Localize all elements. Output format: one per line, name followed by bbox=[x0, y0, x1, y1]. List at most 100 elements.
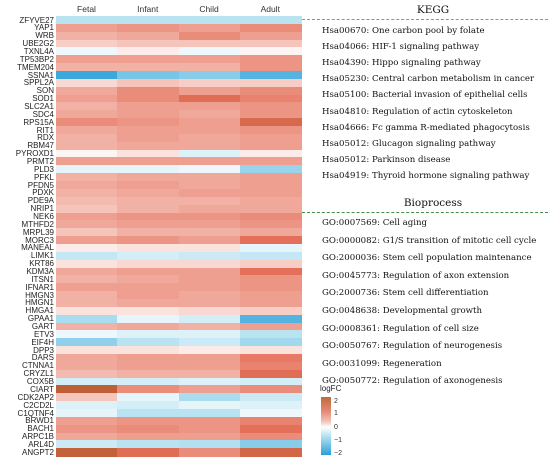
heatmap-cell bbox=[239, 283, 302, 292]
heatmap-cell bbox=[178, 330, 241, 339]
heatmap-cell bbox=[56, 196, 118, 206]
heatmap-cell bbox=[178, 377, 241, 386]
legend-tick: 1 bbox=[334, 410, 338, 417]
gene-label: SOD1 bbox=[32, 94, 54, 104]
kegg-divider bbox=[302, 19, 548, 20]
kegg-term: Hsa00670: One carbon pool by folate bbox=[322, 26, 485, 36]
heatmap-cell bbox=[56, 401, 118, 410]
heatmap-cell bbox=[178, 291, 241, 300]
gene-label: PDE9A bbox=[27, 196, 54, 206]
heatmap-cell bbox=[178, 298, 241, 308]
heatmap-cell bbox=[117, 440, 179, 449]
kegg-term: Hsa04066: HIF-1 signaling pathway bbox=[322, 42, 480, 53]
heatmap-cell bbox=[178, 141, 241, 150]
heatmap-cell bbox=[117, 141, 179, 150]
bioprocess-term: GO:0008361: Regulation of cell size bbox=[322, 323, 479, 334]
heatmap-cell bbox=[56, 23, 118, 33]
heatmap-cell bbox=[56, 353, 118, 363]
heatmap-cell bbox=[178, 440, 241, 449]
heatmap-cell bbox=[178, 118, 241, 127]
heatmap-cell bbox=[117, 409, 179, 418]
bioprocess-divider bbox=[302, 212, 548, 213]
heatmap-cell bbox=[178, 181, 241, 190]
heatmap-cell bbox=[56, 432, 118, 441]
heatmap-cell bbox=[56, 369, 118, 378]
gene-label: C1QTNF4 bbox=[17, 408, 54, 418]
legend-tick: 2 bbox=[334, 398, 338, 405]
gene-label: PFKL bbox=[33, 172, 54, 182]
heatmap-cell bbox=[56, 204, 118, 213]
gene-label: KDM3A bbox=[26, 267, 54, 277]
column-header: Adult bbox=[260, 4, 280, 14]
legend-tick: 0 bbox=[334, 424, 338, 431]
gene-label: ITSN1 bbox=[31, 274, 54, 284]
heatmap-cell bbox=[178, 385, 241, 394]
gene-label: SPPL2A bbox=[23, 78, 54, 88]
heatmap-cell bbox=[56, 63, 118, 72]
heatmap-cell bbox=[117, 416, 179, 426]
gene-label: SDC4 bbox=[32, 109, 54, 119]
heatmap-cell bbox=[56, 330, 118, 339]
heatmap-cell bbox=[56, 236, 118, 245]
heatmap-cell bbox=[117, 102, 179, 111]
gene-label: GART bbox=[31, 322, 54, 332]
gene-label: SON bbox=[36, 86, 54, 96]
heatmap-cell bbox=[239, 322, 302, 331]
heatmap-cell bbox=[178, 102, 241, 111]
heatmap-cell bbox=[239, 346, 302, 355]
heatmap-cell bbox=[178, 173, 241, 182]
heatmap-cell bbox=[178, 78, 241, 88]
heatmap-cell bbox=[239, 31, 302, 40]
gene-label: CRYZL1 bbox=[23, 369, 54, 379]
heatmap-cell bbox=[56, 165, 118, 174]
kegg-title: KEGG bbox=[416, 4, 450, 16]
heatmap-cell bbox=[178, 283, 241, 292]
heatmap-cell bbox=[239, 353, 302, 363]
heatmap-cell bbox=[117, 291, 179, 300]
bioprocess-term: GO:0050767: Regulation of neurogenesis bbox=[322, 341, 503, 352]
heatmap-cell bbox=[56, 251, 118, 261]
heatmap-cell bbox=[178, 55, 241, 64]
heatmap-cell bbox=[239, 94, 302, 103]
heatmap-cell bbox=[56, 314, 118, 323]
heatmap-cell bbox=[117, 251, 179, 261]
gene-label: MANEAL bbox=[21, 243, 54, 253]
heatmap-cell bbox=[178, 338, 241, 347]
heatmap-cell bbox=[239, 149, 302, 158]
heatmap-cell bbox=[178, 409, 241, 418]
gene-label: RDX bbox=[37, 133, 54, 143]
heatmap-cell bbox=[239, 338, 302, 347]
heatmap-cell bbox=[56, 141, 118, 150]
heatmap-cell bbox=[178, 228, 241, 237]
heatmap-cell bbox=[239, 55, 302, 64]
heatmap-cell bbox=[178, 259, 241, 268]
heatmap-cell bbox=[117, 377, 179, 386]
heatmap-cell bbox=[56, 440, 118, 449]
column-header: Infant bbox=[137, 4, 159, 14]
gene-label: C2CD2L bbox=[23, 400, 54, 410]
heatmap-cell bbox=[117, 23, 179, 33]
gene-label: KRT86 bbox=[29, 259, 54, 269]
gene-label: DPP3 bbox=[33, 345, 54, 355]
heatmap-cell bbox=[56, 31, 118, 40]
heatmap-cell bbox=[117, 181, 179, 190]
heatmap-cell bbox=[56, 306, 118, 316]
heatmap-cell bbox=[178, 47, 241, 56]
gene-label: SLC2A1 bbox=[24, 101, 54, 111]
gene-label: ARPC1B bbox=[21, 432, 54, 442]
heatmap-cell bbox=[239, 141, 302, 150]
heatmap-cell bbox=[117, 118, 179, 127]
heatmap-cell bbox=[56, 377, 118, 386]
heatmap-cell bbox=[239, 102, 302, 111]
kegg-term: Hsa05100: Bacterial invasion of epitheli… bbox=[322, 90, 528, 101]
heatmap-cell bbox=[56, 346, 118, 355]
gene-label: RBM47 bbox=[27, 141, 54, 151]
gene-label: TXNL4A bbox=[23, 46, 54, 56]
heatmap-cell bbox=[56, 149, 118, 158]
heatmap-cell bbox=[117, 338, 179, 347]
heatmap-cell bbox=[56, 133, 118, 143]
heatmap-cell bbox=[178, 165, 241, 174]
gene-label: PFDN5 bbox=[27, 180, 54, 190]
gene-label: PRMT2 bbox=[26, 156, 54, 166]
kegg-term: Hsa05230: Central carbon metabolism in c… bbox=[322, 74, 535, 85]
